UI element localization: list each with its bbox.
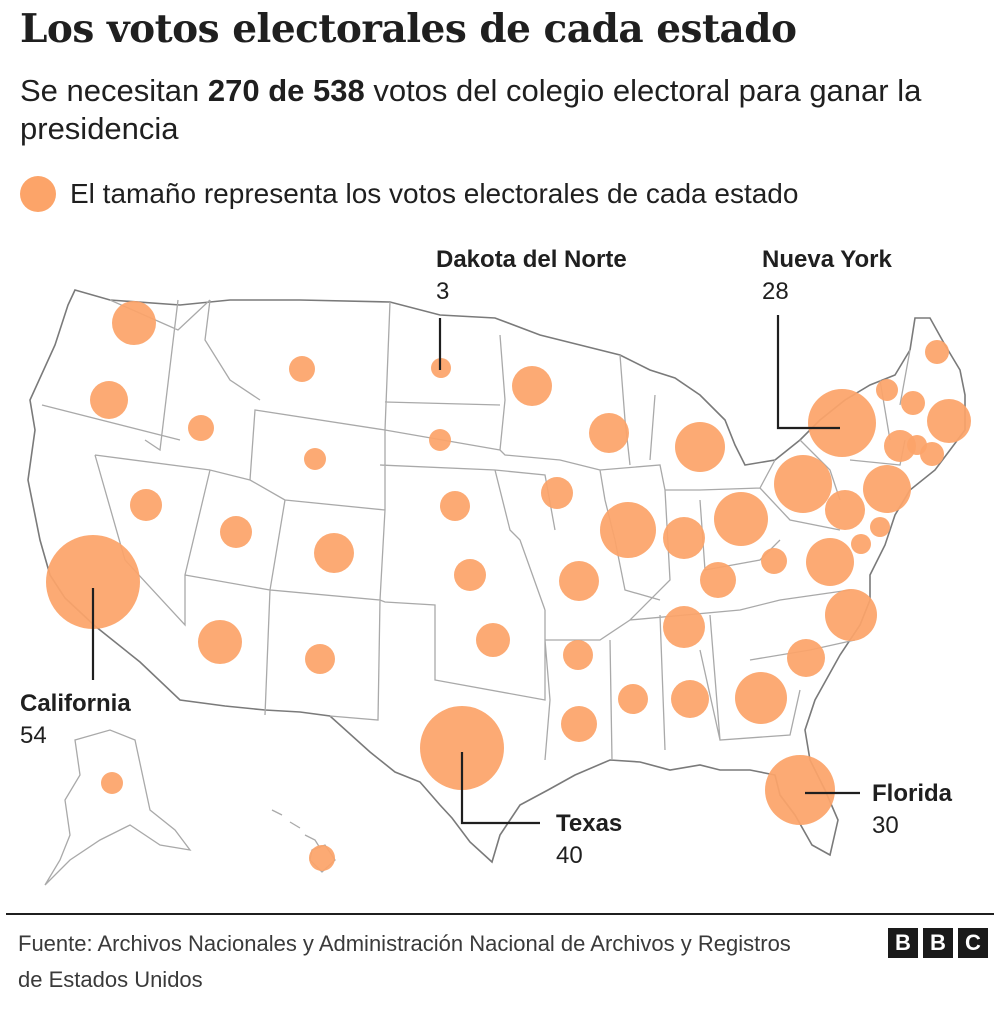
- logo-letter: C: [958, 928, 988, 958]
- state-bubble-mass-east: [927, 399, 971, 443]
- callout-value: 40: [556, 842, 583, 869]
- state-bubble-kentucky: [700, 562, 736, 598]
- state-bubble-arizona: [198, 620, 242, 664]
- callout-florida: Florida 30: [872, 778, 952, 842]
- state-bubble-tennessee: [663, 606, 705, 648]
- state-bubble-nebraska: [440, 491, 470, 521]
- state-bubble-mississippi: [618, 684, 648, 714]
- callout-north-dakota: Dakota del Norte 3: [436, 244, 627, 308]
- state-bubble-west-virginia: [761, 548, 787, 574]
- state-bubble-wyoming: [304, 448, 326, 470]
- state-bubble-alabama: [671, 680, 709, 718]
- callout-texas: Texas 40: [556, 808, 622, 872]
- texas-leader: [460, 752, 540, 825]
- state-bubble-minnesota: [512, 366, 552, 406]
- callout-california: California 54: [20, 688, 131, 752]
- callout-value: 30: [872, 812, 899, 839]
- callout-value: 3: [436, 278, 450, 305]
- state-bubble-arkansas: [563, 640, 593, 670]
- state-bubble-montana: [289, 356, 315, 382]
- callout-name: Texas: [556, 810, 623, 837]
- state-bubble-california: [46, 535, 140, 629]
- state-bubble-missouri: [559, 561, 599, 601]
- state-bubble-vermont: [876, 379, 898, 401]
- state-bubble-oregon: [90, 381, 128, 419]
- source-note: Fuente: Archivos Nacionales y Administra…: [18, 931, 791, 992]
- state-bubble-louisiana: [561, 706, 597, 742]
- callout-name: Dakota del Norte: [436, 246, 627, 273]
- us-outline: [27, 289, 966, 864]
- callout-name: Nueva York: [762, 246, 892, 273]
- state-bubble-maryland: [825, 490, 865, 530]
- state-bubble-delaware: [870, 517, 890, 537]
- state-boundaries: [27, 289, 966, 886]
- internal-borders: [41, 299, 911, 761]
- state-bubble-florida: [765, 755, 835, 825]
- callout-value: 54: [20, 722, 47, 749]
- state-bubble-new-mexico: [305, 644, 335, 674]
- state-bubble-nevada: [130, 489, 162, 521]
- chart-subtitle: Se necesitan 270 de 538 votos del colegi…: [20, 72, 960, 148]
- callout-new-york: Nueva York 28: [762, 244, 892, 308]
- state-bubble-alaska: [101, 772, 123, 794]
- callout-name: California: [20, 690, 131, 717]
- subtitle-threshold: 270 de 538: [207, 73, 365, 108]
- state-bubble-virginia: [806, 538, 854, 586]
- state-bubble-hawaii: [309, 845, 335, 871]
- new-york-leader: [776, 315, 840, 430]
- callout-name: Florida: [872, 780, 953, 807]
- state-bubble-iowa: [541, 477, 573, 509]
- logo-letter: B: [888, 928, 918, 958]
- state-bubble-idaho: [188, 415, 214, 441]
- state-bubble-washington: [112, 301, 156, 345]
- state-bubble-new-jersey: [863, 465, 911, 513]
- state-bubble-south-dakota: [429, 429, 451, 451]
- state-bubble-colorado: [314, 533, 354, 573]
- callout-value: 28: [762, 278, 789, 305]
- state-bubbles: [46, 301, 971, 871]
- state-bubble-michigan: [675, 422, 725, 472]
- bbc-logo: B B C: [888, 928, 988, 958]
- state-bubble-texas: [420, 706, 504, 790]
- subtitle-prefix: Se necesitan: [20, 73, 208, 108]
- callout-leaders: [91, 315, 860, 825]
- footer-divider: [6, 913, 994, 915]
- state-bubble-maine: [925, 340, 949, 364]
- state-bubble-ohio: [714, 492, 768, 546]
- state-bubble-north-carolina: [825, 589, 877, 641]
- alaska-outline: [44, 729, 192, 886]
- subtitle-suffix: votos del colegio electoral para ganar l…: [20, 73, 922, 146]
- state-bubble-kansas: [454, 559, 486, 591]
- state-bubble-dc: [851, 534, 871, 554]
- state-bubble-pennsylvania: [774, 455, 832, 513]
- state-bubble-utah: [220, 516, 252, 548]
- state-bubble-georgia: [735, 672, 787, 724]
- legend-text: El tamaño representa los votos electoral…: [70, 178, 799, 209]
- size-legend: El tamaño representa los votos electoral…: [20, 174, 798, 214]
- state-bubble-new-york: [808, 389, 876, 457]
- legend-bubble-icon: [20, 176, 56, 212]
- state-bubble-illinois: [600, 502, 656, 558]
- logo-letter: B: [923, 928, 953, 958]
- state-bubble-south-carolina: [787, 639, 825, 677]
- state-bubble-new-hampshire: [901, 391, 925, 415]
- hawaii-outline: [271, 809, 336, 873]
- state-bubble-oklahoma: [476, 623, 510, 657]
- state-bubble-massachusetts: [884, 430, 916, 462]
- state-bubble-indiana: [663, 517, 705, 559]
- chart-title: Los votos electorales de cada estado: [20, 6, 797, 52]
- state-bubble-wisconsin: [589, 413, 629, 453]
